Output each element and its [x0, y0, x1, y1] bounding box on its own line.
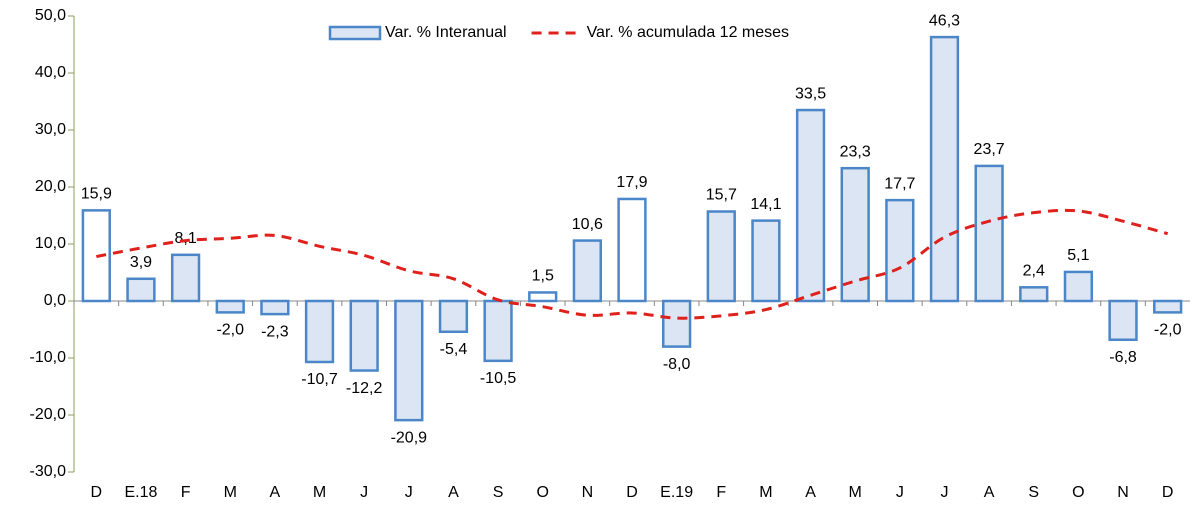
x-tick-label: N	[582, 484, 594, 501]
data-label: 10,6	[572, 216, 603, 233]
y-tick-label: -20,0	[30, 406, 67, 423]
bar	[661, 299, 692, 348]
data-label: -12,2	[346, 380, 383, 397]
y-tick-label: 50,0	[35, 7, 66, 24]
y-tick-label: -30,0	[30, 463, 67, 480]
x-tick-label: D	[91, 484, 103, 501]
data-label: 5,1	[1067, 247, 1089, 264]
y-tick-label: 40,0	[35, 64, 66, 81]
x-tick-label: J	[940, 484, 948, 501]
bar	[795, 108, 826, 303]
x-tick-label: J	[405, 484, 413, 501]
x-tick-label: N	[1117, 484, 1129, 501]
x-tick-label: A	[805, 484, 816, 501]
data-label: -10,7	[301, 371, 338, 388]
bar	[929, 35, 960, 303]
x-tick-label: A	[270, 484, 281, 501]
bar	[1063, 270, 1094, 303]
bar	[349, 299, 379, 372]
bar	[1153, 299, 1183, 314]
x-tick-label: M	[224, 484, 237, 501]
data-label: 8,1	[174, 230, 196, 247]
data-label: 23,3	[840, 143, 871, 160]
bar	[170, 253, 201, 303]
data-label: -8,0	[663, 356, 691, 373]
bar	[572, 239, 603, 303]
x-tick-label: S	[1028, 484, 1039, 501]
legend-swatch	[328, 25, 382, 41]
x-tick-label: M	[313, 484, 326, 501]
data-label: 3,9	[130, 254, 152, 271]
x-tick-label: J	[896, 484, 904, 501]
bar	[483, 299, 513, 363]
x-tick-label: O	[536, 484, 548, 501]
bar	[706, 210, 736, 303]
x-tick-label: A	[984, 484, 995, 501]
x-tick-label: F	[716, 484, 726, 501]
data-label: 1,5	[532, 268, 554, 285]
line	[96, 208, 1169, 320]
data-label: 46,3	[929, 12, 960, 29]
y-tick-label: 0,0	[44, 292, 66, 309]
data-label: -2,0	[1154, 322, 1182, 339]
x-tick-label: D	[1162, 484, 1174, 501]
bar	[617, 197, 647, 303]
data-label: 2,4	[1023, 263, 1045, 280]
bar	[126, 277, 156, 303]
bar	[885, 198, 915, 303]
data-label: -5,4	[440, 341, 468, 358]
bar	[215, 299, 245, 314]
x-tick-label: E.18	[124, 484, 157, 501]
x-tick-label: F	[181, 484, 191, 501]
bar	[1019, 286, 1049, 303]
y-tick-label: 10,0	[35, 235, 66, 252]
data-label: 15,9	[81, 186, 112, 203]
bar	[528, 291, 558, 303]
data-label: 33,5	[795, 85, 826, 102]
y-tick-label: -10,0	[30, 349, 67, 366]
y-tick-label: 20,0	[35, 178, 66, 195]
data-label: 17,9	[616, 174, 647, 191]
bar	[304, 299, 335, 364]
y-tick-label: 30,0	[35, 121, 66, 138]
x-tick-label: M	[849, 484, 862, 501]
x-tick-label: J	[360, 484, 368, 501]
x-tick-label: S	[493, 484, 504, 501]
data-label: 23,7	[974, 141, 1005, 158]
x-tick-label: E.19	[660, 484, 693, 501]
data-label: 15,7	[706, 187, 737, 204]
bar	[260, 299, 290, 316]
bar	[1108, 299, 1138, 342]
bar	[840, 166, 870, 303]
data-label: -10,5	[480, 370, 517, 387]
data-label: -6,8	[1109, 349, 1137, 366]
data-label: 17,7	[884, 175, 915, 192]
bar	[751, 219, 781, 303]
x-tick-label: D	[626, 484, 638, 501]
data-label: -2,3	[261, 323, 289, 340]
bar	[438, 299, 469, 334]
data-label: 14,1	[750, 196, 781, 213]
x-tick-label: A	[448, 484, 459, 501]
bar	[394, 299, 424, 422]
legend-label: Var. % acumulada 12 meses	[587, 24, 789, 41]
data-label: -20,9	[391, 429, 428, 446]
x-tick-label: O	[1072, 484, 1084, 501]
x-tick-label: M	[759, 484, 772, 501]
bar	[974, 164, 1004, 303]
legend-label: Var. % Interanual	[385, 24, 507, 41]
data-label: -2,0	[216, 322, 244, 339]
